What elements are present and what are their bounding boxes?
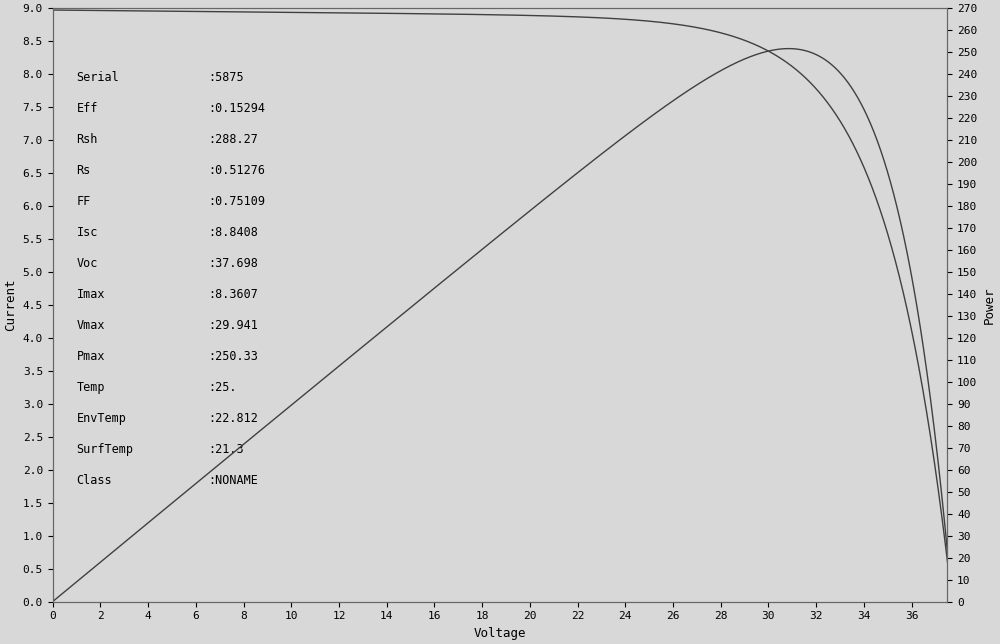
Text: :21.3: :21.3 [208, 442, 243, 456]
Text: Eff: Eff [77, 102, 98, 115]
Text: Serial: Serial [77, 71, 119, 84]
Text: Imax: Imax [77, 288, 105, 301]
Text: Rs: Rs [77, 164, 91, 176]
Text: Vmax: Vmax [77, 319, 105, 332]
Text: :29.941: :29.941 [208, 319, 258, 332]
Text: Isc: Isc [77, 226, 98, 239]
Text: :0.51276: :0.51276 [208, 164, 265, 176]
Text: Pmax: Pmax [77, 350, 105, 363]
Text: Temp: Temp [77, 381, 105, 393]
Text: :250.33: :250.33 [208, 350, 258, 363]
X-axis label: Voltage: Voltage [474, 627, 526, 640]
Text: :8.3607: :8.3607 [208, 288, 258, 301]
Text: :NONAME: :NONAME [208, 473, 258, 487]
Text: :25.: :25. [208, 381, 236, 393]
Text: :288.27: :288.27 [208, 133, 258, 146]
Text: SurfTemp: SurfTemp [77, 442, 134, 456]
Text: FF: FF [77, 194, 91, 208]
Y-axis label: Current: Current [4, 279, 17, 331]
Text: Rsh: Rsh [77, 133, 98, 146]
Text: :22.812: :22.812 [208, 412, 258, 424]
Text: :0.15294: :0.15294 [208, 102, 265, 115]
Text: :5875: :5875 [208, 71, 243, 84]
Text: :37.698: :37.698 [208, 257, 258, 270]
Y-axis label: Power: Power [983, 286, 996, 324]
Text: Voc: Voc [77, 257, 98, 270]
Text: :0.75109: :0.75109 [208, 194, 265, 208]
Text: :8.8408: :8.8408 [208, 226, 258, 239]
Text: EnvTemp: EnvTemp [77, 412, 126, 424]
Text: Class: Class [77, 473, 112, 487]
